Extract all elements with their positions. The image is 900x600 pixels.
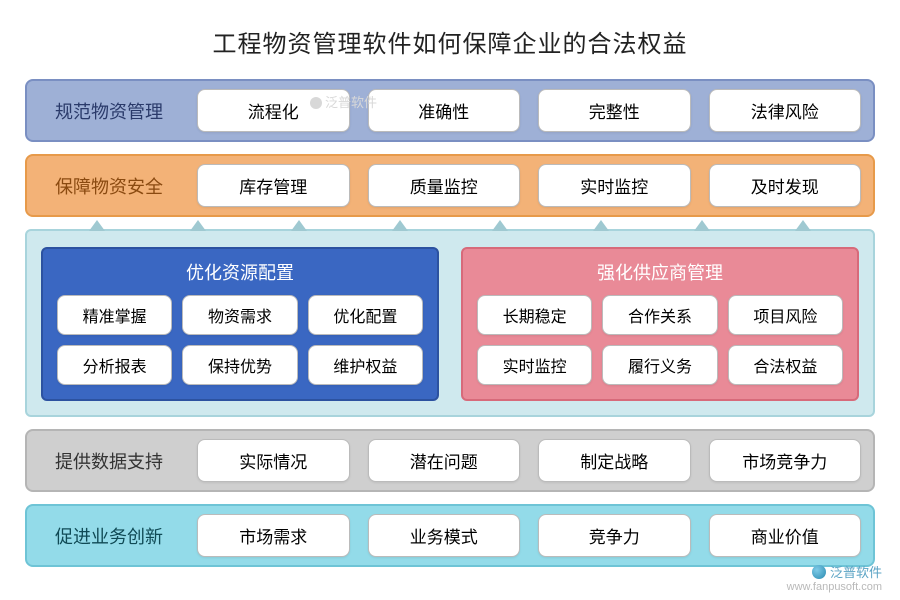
watermark-brand: 泛普软件	[830, 565, 882, 580]
watermark-url: www.fanpusoft.com	[787, 581, 882, 594]
pill-item: 制定战略	[538, 439, 691, 482]
row-label: 提供数据支持	[39, 442, 179, 480]
pill-item: 准确性	[368, 89, 521, 132]
pill-item: 保持优势	[182, 345, 297, 385]
pill-item: 法律风险	[709, 89, 862, 132]
pill-item: 分析报表	[57, 345, 172, 385]
diagram-title: 工程物资管理软件如何保障企业的合法权益	[25, 24, 875, 59]
pill-item: 长期稳定	[477, 295, 592, 335]
pill-item: 实时监控	[538, 164, 691, 207]
pill-item: 实际情况	[197, 439, 350, 482]
pill-item: 合作关系	[602, 295, 717, 335]
pill-item: 项目风险	[728, 295, 843, 335]
row-data-support: 提供数据支持 实际情况 潜在问题 制定战略 市场竞争力	[25, 429, 875, 492]
pill-item: 质量监控	[368, 164, 521, 207]
row-label: 保障物资安全	[39, 167, 179, 205]
pill-item: 库存管理	[197, 164, 350, 207]
panel-title: 强化供应商管理	[477, 259, 843, 285]
pill-item: 潜在问题	[368, 439, 521, 482]
arrow-up-icon	[492, 220, 508, 231]
pill-item: 精准掌握	[57, 295, 172, 335]
row-label: 促进业务创新	[39, 517, 179, 555]
arrow-up-icon	[694, 220, 710, 231]
watermark-corner: 泛普软件 www.fanpusoft.com	[787, 565, 882, 594]
row-label: 规范物资管理	[39, 92, 179, 130]
pill-item: 商业价值	[709, 514, 862, 557]
row-business-innovation: 促进业务创新 市场需求 业务模式 竞争力 商业价值	[25, 504, 875, 567]
pill-item: 流程化	[197, 89, 350, 132]
pill-item: 竞争力	[538, 514, 691, 557]
arrow-row	[27, 220, 873, 231]
arrow-up-icon	[89, 220, 105, 231]
pill-item: 履行义务	[602, 345, 717, 385]
pill-item: 实时监控	[477, 345, 592, 385]
panel-title: 优化资源配置	[57, 259, 423, 285]
pill-item: 及时发现	[709, 164, 862, 207]
pill-item: 维护权益	[308, 345, 423, 385]
pill-item: 市场需求	[197, 514, 350, 557]
arrow-up-icon	[190, 220, 206, 231]
middle-container: 优化资源配置 精准掌握 物资需求 优化配置 分析报表 保持优势 维护权益 强化供…	[25, 229, 875, 417]
pill-item: 优化配置	[308, 295, 423, 335]
pill-item: 市场竞争力	[709, 439, 862, 482]
arrow-up-icon	[392, 220, 408, 231]
pill-item: 完整性	[538, 89, 691, 132]
row-standardize-management: 规范物资管理 流程化 准确性 完整性 法律风险	[25, 79, 875, 142]
pill-item: 合法权益	[728, 345, 843, 385]
arrow-up-icon	[593, 220, 609, 231]
pill-item: 物资需求	[182, 295, 297, 335]
arrow-up-icon	[291, 220, 307, 231]
panel-supplier-management: 强化供应商管理 长期稳定 合作关系 项目风险 实时监控 履行义务 合法权益	[461, 247, 859, 401]
panel-optimize-resources: 优化资源配置 精准掌握 物资需求 优化配置 分析报表 保持优势 维护权益	[41, 247, 439, 401]
row-material-safety: 保障物资安全 库存管理 质量监控 实时监控 及时发现	[25, 154, 875, 217]
logo-dot-icon	[812, 565, 826, 579]
pill-item: 业务模式	[368, 514, 521, 557]
arrow-up-icon	[795, 220, 811, 231]
